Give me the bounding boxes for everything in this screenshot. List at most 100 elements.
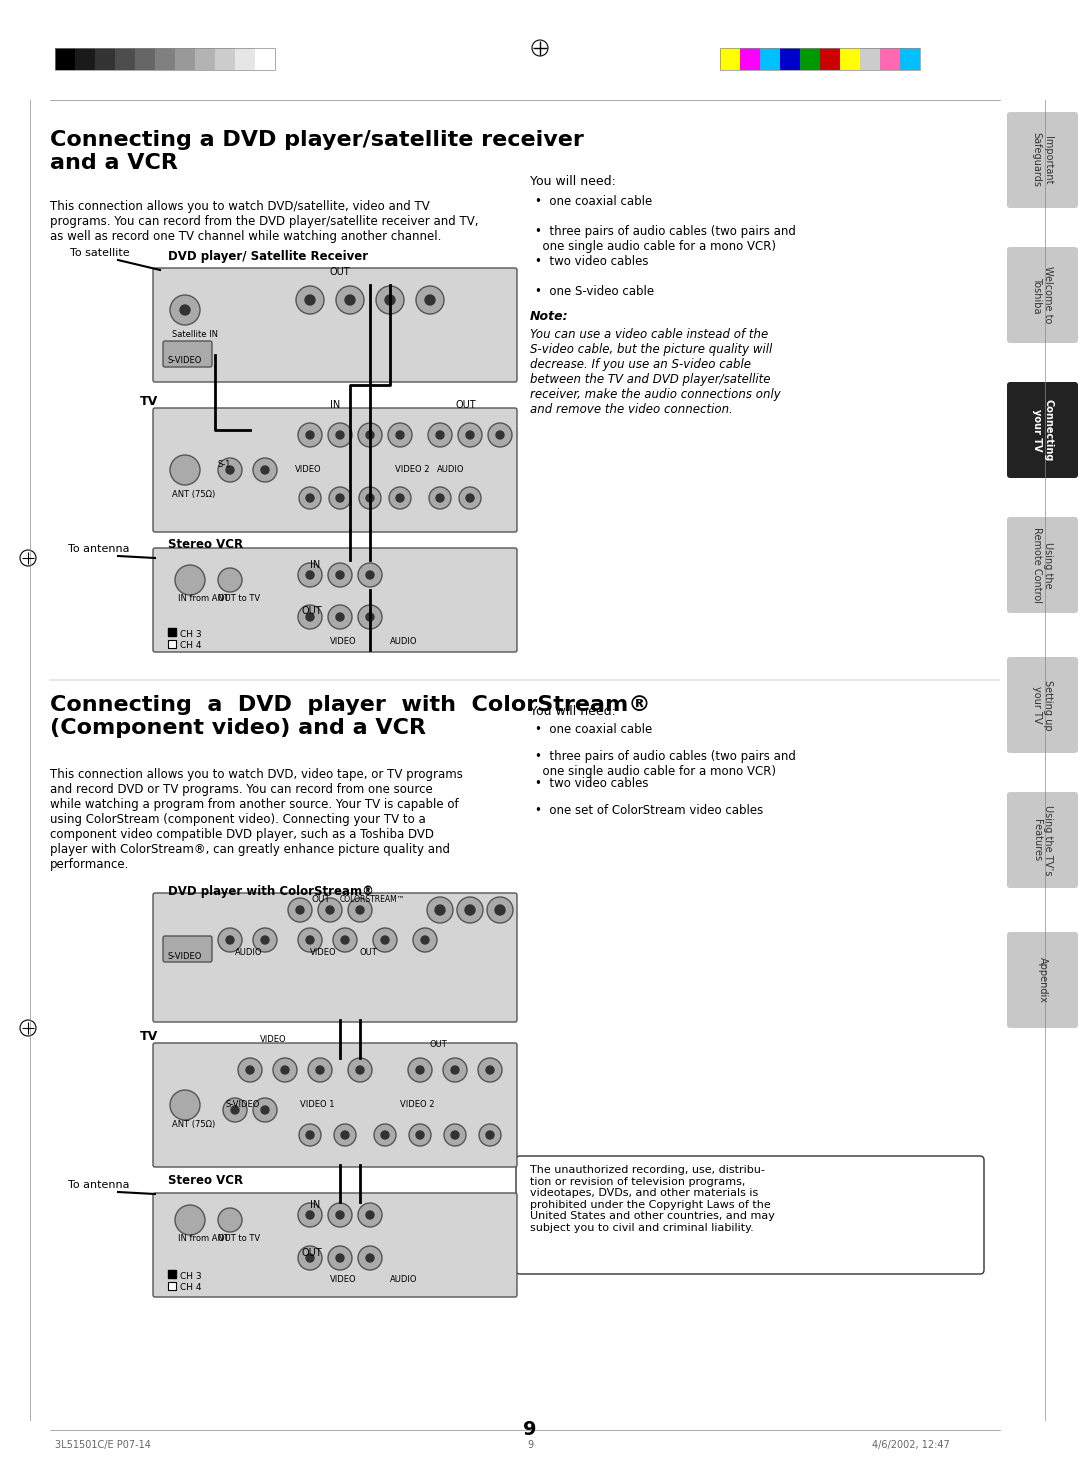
Text: Connecting
your TV: Connecting your TV (1031, 399, 1053, 461)
Circle shape (253, 458, 276, 482)
Text: Note:: Note: (530, 311, 569, 322)
Bar (168, 1270, 176, 1278)
FancyBboxPatch shape (1007, 247, 1078, 343)
Text: CH 3: CH 3 (180, 630, 202, 639)
Bar (900, 47, 920, 70)
Circle shape (389, 487, 411, 509)
Text: •  one coaxial cable: • one coaxial cable (535, 723, 652, 737)
Circle shape (478, 1057, 502, 1083)
Text: Using the TV’s
Features: Using the TV’s Features (1031, 805, 1053, 876)
Circle shape (488, 423, 512, 447)
FancyBboxPatch shape (1007, 112, 1078, 209)
Circle shape (253, 1097, 276, 1123)
Circle shape (428, 423, 453, 447)
Circle shape (451, 1131, 459, 1139)
Circle shape (170, 1090, 200, 1120)
Circle shape (296, 285, 324, 314)
Circle shape (261, 466, 269, 473)
Circle shape (328, 423, 352, 447)
Text: Using the
Remote Control: Using the Remote Control (1031, 527, 1053, 603)
Circle shape (436, 494, 444, 501)
Circle shape (222, 1097, 247, 1123)
Circle shape (388, 423, 411, 447)
Text: VIDEO: VIDEO (310, 948, 337, 957)
Circle shape (416, 1066, 424, 1074)
Circle shape (341, 1131, 349, 1139)
Bar (95, 47, 114, 70)
Text: IN from ANT: IN from ANT (178, 595, 229, 603)
Text: Welcome to
Toshiba: Welcome to Toshiba (1031, 266, 1053, 324)
Text: VIDEO: VIDEO (260, 1035, 286, 1044)
Text: OUT: OUT (430, 1040, 448, 1049)
Circle shape (231, 1106, 239, 1114)
Text: AUDIO: AUDIO (437, 464, 464, 473)
Circle shape (373, 927, 397, 952)
Circle shape (396, 494, 404, 501)
Text: 9: 9 (523, 1420, 537, 1439)
Text: IN: IN (310, 561, 321, 569)
Circle shape (180, 305, 190, 315)
Circle shape (341, 936, 349, 944)
Text: VIDEO: VIDEO (330, 637, 356, 646)
Circle shape (336, 494, 345, 501)
FancyBboxPatch shape (1007, 382, 1078, 478)
Text: OUT to TV: OUT to TV (218, 1233, 260, 1242)
Text: VIDEO 2: VIDEO 2 (400, 1100, 434, 1109)
Circle shape (357, 1202, 382, 1228)
Text: •  one coaxial cable: • one coaxial cable (535, 195, 652, 209)
Circle shape (384, 294, 395, 305)
Circle shape (376, 285, 404, 314)
Bar (135, 47, 156, 70)
Circle shape (465, 494, 474, 501)
FancyBboxPatch shape (1007, 932, 1078, 1028)
Circle shape (218, 568, 242, 592)
Circle shape (416, 285, 444, 314)
Circle shape (357, 563, 382, 587)
Circle shape (218, 458, 242, 482)
Text: You can use a video cable instead of the
S-video cable, but the picture quality : You can use a video cable instead of the… (530, 328, 781, 416)
Circle shape (281, 1066, 289, 1074)
Circle shape (306, 1131, 314, 1139)
Bar (760, 47, 780, 70)
Text: S-1: S-1 (218, 460, 231, 469)
Text: You will need:: You will need: (530, 705, 616, 717)
Circle shape (366, 1211, 374, 1219)
Circle shape (226, 936, 234, 944)
Text: OUT: OUT (455, 399, 475, 410)
Circle shape (429, 487, 451, 509)
Circle shape (465, 430, 474, 439)
Text: The unauthorized recording, use, distribu-
tion or revision of television progra: The unauthorized recording, use, distrib… (530, 1165, 774, 1233)
Text: AUDIO: AUDIO (390, 637, 418, 646)
Circle shape (308, 1057, 332, 1083)
Bar (168, 1282, 176, 1290)
Circle shape (328, 1202, 352, 1228)
Bar (168, 640, 176, 648)
Circle shape (357, 423, 382, 447)
Circle shape (357, 605, 382, 629)
Circle shape (253, 927, 276, 952)
FancyBboxPatch shape (153, 1194, 517, 1297)
Circle shape (359, 487, 381, 509)
Text: •  one S-video cable: • one S-video cable (535, 285, 654, 297)
Circle shape (299, 1124, 321, 1146)
Circle shape (261, 936, 269, 944)
Circle shape (273, 1057, 297, 1083)
Circle shape (348, 1057, 372, 1083)
Text: •  three pairs of audio cables (two pairs and
  one single audio cable for a mon: • three pairs of audio cables (two pairs… (535, 225, 796, 253)
Circle shape (495, 905, 505, 916)
Bar (880, 47, 900, 70)
Text: This connection allows you to watch DVD, video tape, or TV programs
and record D: This connection allows you to watch DVD,… (50, 768, 463, 871)
Circle shape (465, 905, 475, 916)
Circle shape (306, 936, 314, 944)
Bar (840, 47, 860, 70)
Circle shape (336, 1254, 345, 1262)
Circle shape (356, 907, 364, 914)
Circle shape (459, 487, 481, 509)
Circle shape (298, 423, 322, 447)
Text: 4/6/2002, 12:47: 4/6/2002, 12:47 (873, 1441, 950, 1449)
Text: VIDEO 2: VIDEO 2 (395, 464, 430, 473)
Text: To antenna: To antenna (68, 1180, 130, 1191)
Text: Satellite IN: Satellite IN (172, 330, 218, 339)
Text: DVD player with ColorStream®: DVD player with ColorStream® (168, 884, 374, 898)
Circle shape (170, 294, 200, 325)
